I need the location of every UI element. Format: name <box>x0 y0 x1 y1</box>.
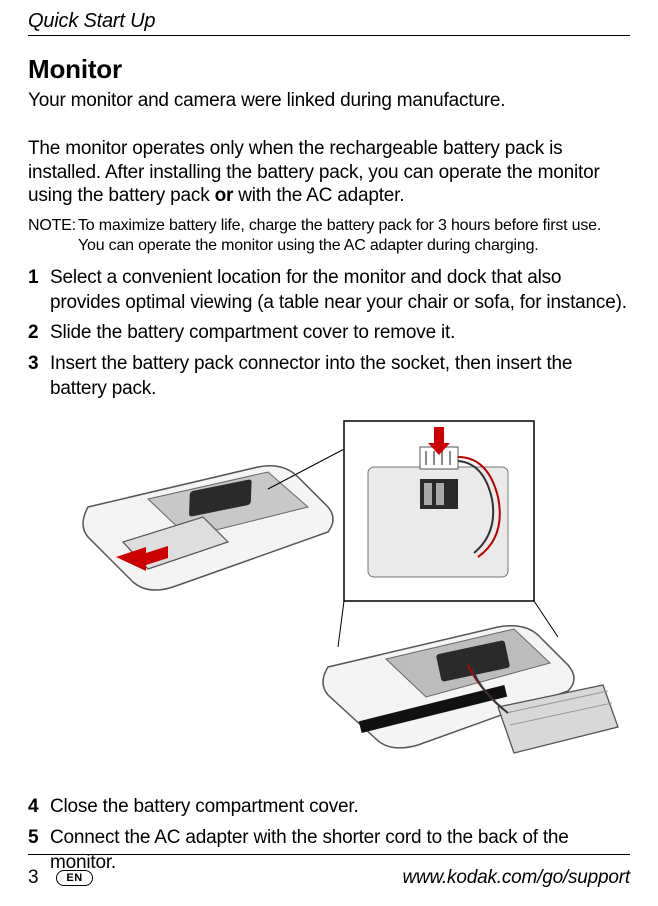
step-row: 2 Slide the battery compartment cover to… <box>28 321 630 346</box>
language-badge: EN <box>56 870 92 886</box>
step-text: Close the battery compartment cover. <box>50 795 630 820</box>
step-row: 1 Select a convenient location for the m… <box>28 266 630 315</box>
step-number: 1 <box>28 266 50 315</box>
note-row: NOTE: To maximize battery life, charge t… <box>28 216 630 256</box>
step-text: Select a convenient location for the mon… <box>50 266 630 315</box>
step-row: 4 Close the battery compartment cover. <box>28 795 630 820</box>
step-text: Slide the battery compartment cover to r… <box>50 321 630 346</box>
instruction-figure <box>28 407 630 785</box>
step-row: 3 Insert the battery pack connector into… <box>28 352 630 401</box>
step-number: 2 <box>28 321 50 346</box>
step-number: 4 <box>28 795 50 820</box>
running-title: Quick Start Up <box>28 10 630 33</box>
page-number: 3 <box>28 867 38 889</box>
footer-url: www.kodak.com/go/support <box>402 867 630 889</box>
body-paragraph: The monitor operates only when the recha… <box>28 137 630 208</box>
body-text-strong: or <box>215 185 234 206</box>
battery-diagram-icon <box>28 407 630 785</box>
note-text: To maximize battery life, charge the bat… <box>78 216 630 256</box>
running-header: Quick Start Up <box>28 10 630 36</box>
note-label: NOTE: <box>28 216 78 256</box>
step-text: Insert the battery pack connector into t… <box>50 352 630 401</box>
page-footer: 3 EN www.kodak.com/go/support <box>28 854 630 892</box>
body-text-after: with the AC adapter. <box>233 185 404 206</box>
intro-text: Your monitor and camera were linked duri… <box>28 89 630 113</box>
step-number: 3 <box>28 352 50 401</box>
section-title: Monitor <box>28 54 630 85</box>
